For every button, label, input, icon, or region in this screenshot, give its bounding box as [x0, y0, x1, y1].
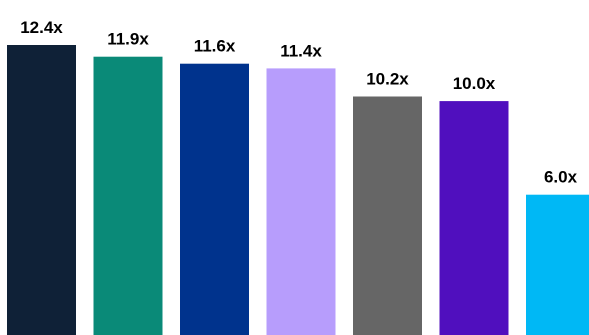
data-label-7: 6.0x [544, 168, 578, 187]
data-label-5: 10.2x [366, 70, 409, 89]
bar-5 [353, 96, 422, 335]
bars-group [7, 45, 589, 335]
data-label-4: 11.4x [280, 41, 322, 60]
bar-2 [93, 56, 163, 335]
data-label-3: 11.6x [194, 37, 236, 56]
bar-4 [266, 68, 336, 335]
bar-6 [439, 101, 509, 335]
bar-1 [7, 45, 76, 335]
bar-3 [180, 63, 249, 335]
data-labels-group: 12.4x 11.9x 11.6x 11.4x 10.2x 10.0x 6.0x [20, 18, 577, 187]
data-label-2: 11.9x [107, 30, 149, 49]
bar-7 [526, 194, 589, 335]
data-label-1: 12.4x [20, 18, 63, 37]
data-label-6: 10.0x [453, 74, 496, 93]
